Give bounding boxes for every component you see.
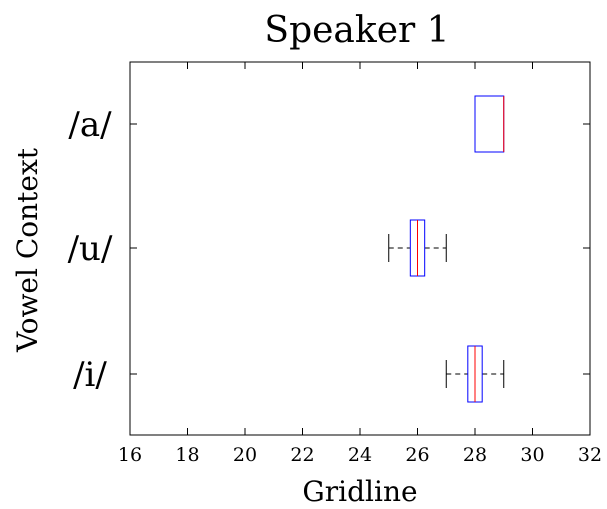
x-tick-label: 18 [175, 444, 199, 466]
x-ticks: 16 18 20 22 24 26 28 30 32 [118, 62, 602, 466]
x-tick-label: 20 [233, 444, 257, 466]
boxes [388, 95, 505, 403]
plot-frame [129, 61, 591, 436]
box-group [445, 345, 505, 403]
category-label: /a/ [68, 105, 112, 145]
x-tick-label: 26 [405, 444, 429, 466]
y-axis-label: Vowel Context [11, 147, 44, 353]
x-tick-label: 16 [118, 444, 142, 466]
category-label: /i/ [73, 355, 107, 395]
x-axis-label: Gridline [302, 475, 417, 508]
x-tick-label: 32 [578, 444, 602, 466]
x-tick-label: 24 [348, 444, 372, 466]
chart-title: Speaker 1 [264, 10, 449, 51]
box-group [388, 219, 447, 277]
x-tick-label: 28 [463, 444, 487, 466]
category-label: /u/ [68, 229, 113, 269]
box-group [474, 95, 505, 153]
category-labels: /a/ /u/ /i/ [68, 105, 590, 395]
x-tick-label: 22 [290, 444, 314, 466]
box [474, 95, 505, 153]
x-tick-label: 30 [520, 444, 544, 466]
